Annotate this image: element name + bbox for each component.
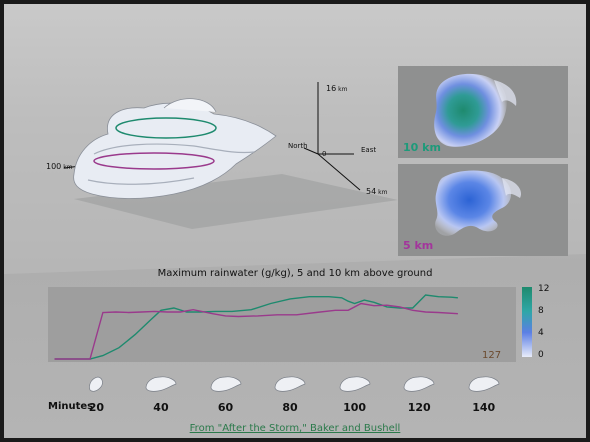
rainwater-map-5km (435, 170, 522, 236)
storm-thumbnail (210, 376, 241, 392)
colorbar-tick: 0 (538, 350, 544, 360)
x-tick-label: 140 (472, 401, 496, 414)
chart-annotation: 127 (482, 350, 502, 361)
colorbar-tick: 4 (538, 328, 544, 338)
distance-label: 100 km (46, 162, 73, 171)
ring-5km (93, 152, 215, 170)
depth-label: 54 km (366, 187, 388, 196)
x-tick-label: 20 (88, 401, 105, 414)
x-tick-label: 120 (407, 401, 431, 414)
panel-5km: 5 km (398, 164, 568, 256)
x-tick-label: 40 (153, 401, 169, 414)
series-line-1 (54, 302, 458, 360)
panel-label-10km: 10 km (403, 141, 441, 154)
storm-thumbnail (468, 376, 500, 392)
depth-axis (317, 153, 361, 191)
rainwater-chart (48, 287, 532, 362)
storm-thumbnail (403, 376, 435, 392)
storm-thumbnail (274, 376, 306, 392)
north-label: North (288, 142, 308, 150)
ring-10km (115, 117, 217, 139)
x-axis-title: Minutes (48, 401, 94, 412)
cloud-body (73, 102, 277, 199)
colorbar-tick: 12 (538, 284, 550, 294)
colorbar (522, 287, 532, 357)
axes (63, 82, 361, 191)
series-layer (54, 294, 458, 360)
origin-label: 0 (322, 150, 327, 158)
chart-title: Maximum rainwater (g/kg), 5 and 10 km ab… (157, 268, 433, 279)
cloud-top (163, 98, 217, 113)
cloud-shading (93, 143, 255, 155)
storm-thumbnail (89, 376, 104, 392)
chart-plot-area (48, 287, 516, 362)
panel-10km: 10 km (398, 66, 568, 158)
storm-thumbnail (339, 376, 370, 392)
east-label: East (361, 146, 377, 154)
rainwater-map-10km (434, 73, 517, 147)
storm-thumbnail (145, 376, 177, 392)
storm-cloud (73, 98, 277, 199)
x-tick-label: 60 (217, 401, 234, 414)
cloud-shading-lower (87, 177, 195, 185)
source-credit-link[interactable]: From "After the Storm," Baker and Bushel… (189, 423, 401, 434)
panel-label-5km: 5 km (403, 239, 434, 252)
grid-plane (74, 174, 398, 229)
colorbar-tick: 8 (538, 306, 544, 316)
x-tick-label: 100 (343, 401, 367, 414)
altitude-label: 16 km (326, 84, 348, 93)
north-axis (303, 147, 319, 155)
x-tick-label: 80 (282, 401, 298, 414)
figure-frame: 16 km North 0 East 100 km 54 km 10 km (4, 4, 586, 438)
